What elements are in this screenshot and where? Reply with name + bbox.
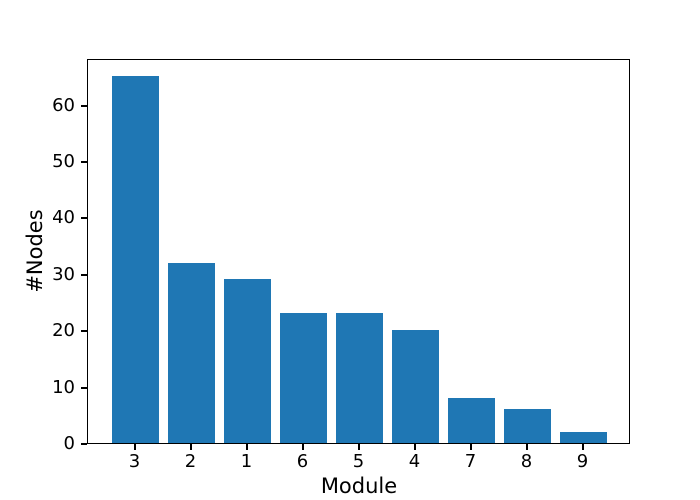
x-tick-label: 2 (184, 451, 197, 472)
x-tick-label: 5 (352, 451, 365, 472)
y-tick-label: 60 (52, 94, 75, 116)
y-tick-label: 0 (63, 433, 75, 454)
x-tick-mark (525, 444, 528, 450)
x-tick-label: 4 (408, 451, 421, 472)
plot-area (87, 59, 630, 444)
x-tick-mark (581, 444, 584, 450)
x-tick-mark (301, 444, 304, 450)
y-tick-mark (81, 386, 87, 389)
x-tick-mark (133, 444, 136, 450)
x-tick-label: 1 (240, 451, 253, 472)
x-tick-label: 9 (576, 451, 589, 472)
x-tick-mark (469, 444, 472, 450)
y-tick-label: 30 (52, 263, 75, 285)
x-tick-mark (413, 444, 416, 450)
bar-module-4 (392, 330, 439, 443)
x-axis-label: Module (320, 474, 398, 498)
y-tick-mark (81, 160, 87, 163)
bar-module-1 (224, 279, 271, 443)
y-tick-mark (81, 104, 87, 107)
x-tick-label: 7 (464, 451, 477, 472)
x-tick-label: 6 (296, 451, 309, 472)
y-axis-label: #Nodes (23, 209, 47, 293)
y-tick-label: 50 (52, 150, 75, 172)
bar-module-5 (336, 313, 383, 443)
bar-module-6 (280, 313, 327, 443)
y-tick-mark (81, 330, 87, 333)
bar-module-3 (112, 76, 159, 443)
bar-module-7 (448, 397, 495, 443)
bar-module-2 (168, 262, 215, 443)
y-tick-label: 10 (52, 376, 75, 398)
x-tick-mark (189, 444, 192, 450)
y-tick-label: 20 (52, 320, 75, 342)
y-tick-label: 40 (52, 207, 75, 229)
bar-module-8 (504, 409, 551, 443)
x-tick-label: 3 (128, 451, 141, 472)
y-tick-mark (81, 273, 87, 276)
x-tick-mark (245, 444, 248, 450)
x-tick-mark (357, 444, 360, 450)
x-tick-label: 8 (520, 451, 533, 472)
bar-module-9 (560, 431, 607, 443)
y-tick-mark (81, 443, 87, 445)
y-tick-mark (81, 217, 87, 220)
